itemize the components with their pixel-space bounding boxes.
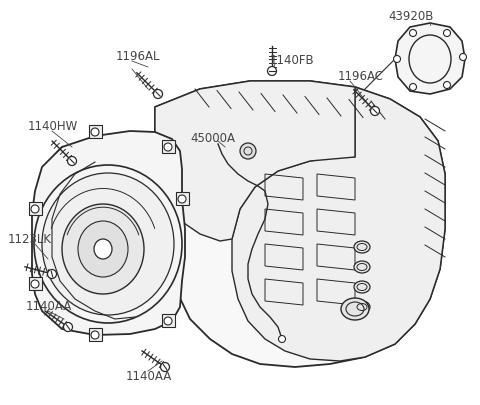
Ellipse shape (354, 281, 370, 293)
Circle shape (409, 84, 417, 91)
Ellipse shape (341, 298, 369, 320)
Bar (176, 192, 189, 205)
Circle shape (164, 317, 172, 325)
Bar (162, 314, 175, 327)
Bar (89, 126, 102, 139)
Circle shape (459, 54, 467, 61)
Circle shape (178, 196, 186, 203)
Circle shape (409, 30, 417, 37)
Ellipse shape (354, 301, 370, 313)
Circle shape (63, 323, 72, 332)
Ellipse shape (34, 166, 182, 323)
Text: 1140AA: 1140AA (126, 370, 172, 383)
Circle shape (240, 144, 256, 160)
Text: 1123LK: 1123LK (8, 233, 52, 246)
Circle shape (394, 56, 400, 63)
Text: 43920B: 43920B (388, 9, 433, 22)
Bar (29, 277, 42, 290)
Circle shape (160, 362, 169, 371)
Ellipse shape (354, 241, 370, 254)
Circle shape (444, 30, 451, 37)
Bar (162, 141, 175, 153)
Polygon shape (155, 82, 355, 241)
Circle shape (31, 205, 39, 213)
Polygon shape (32, 132, 185, 335)
Ellipse shape (42, 174, 174, 315)
Bar (89, 328, 102, 341)
Circle shape (278, 336, 286, 343)
Circle shape (267, 67, 276, 76)
Ellipse shape (78, 222, 128, 277)
Text: 1140HW: 1140HW (28, 119, 78, 132)
Circle shape (154, 90, 163, 99)
Text: 1140FB: 1140FB (270, 53, 314, 66)
Circle shape (91, 129, 99, 136)
Circle shape (48, 270, 57, 279)
Text: 1140AA: 1140AA (26, 299, 72, 312)
Ellipse shape (354, 261, 370, 273)
Text: 45000A: 45000A (190, 131, 235, 144)
Ellipse shape (94, 239, 112, 259)
Circle shape (91, 331, 99, 339)
Polygon shape (155, 82, 445, 367)
Circle shape (444, 82, 451, 89)
Text: 1196AL: 1196AL (116, 49, 160, 62)
Polygon shape (395, 24, 465, 95)
Polygon shape (232, 88, 445, 361)
Circle shape (371, 107, 380, 116)
Ellipse shape (62, 205, 144, 294)
Circle shape (31, 280, 39, 288)
Text: 1196AC: 1196AC (338, 69, 384, 82)
Bar (29, 202, 42, 215)
Circle shape (68, 157, 76, 166)
Circle shape (164, 144, 172, 151)
